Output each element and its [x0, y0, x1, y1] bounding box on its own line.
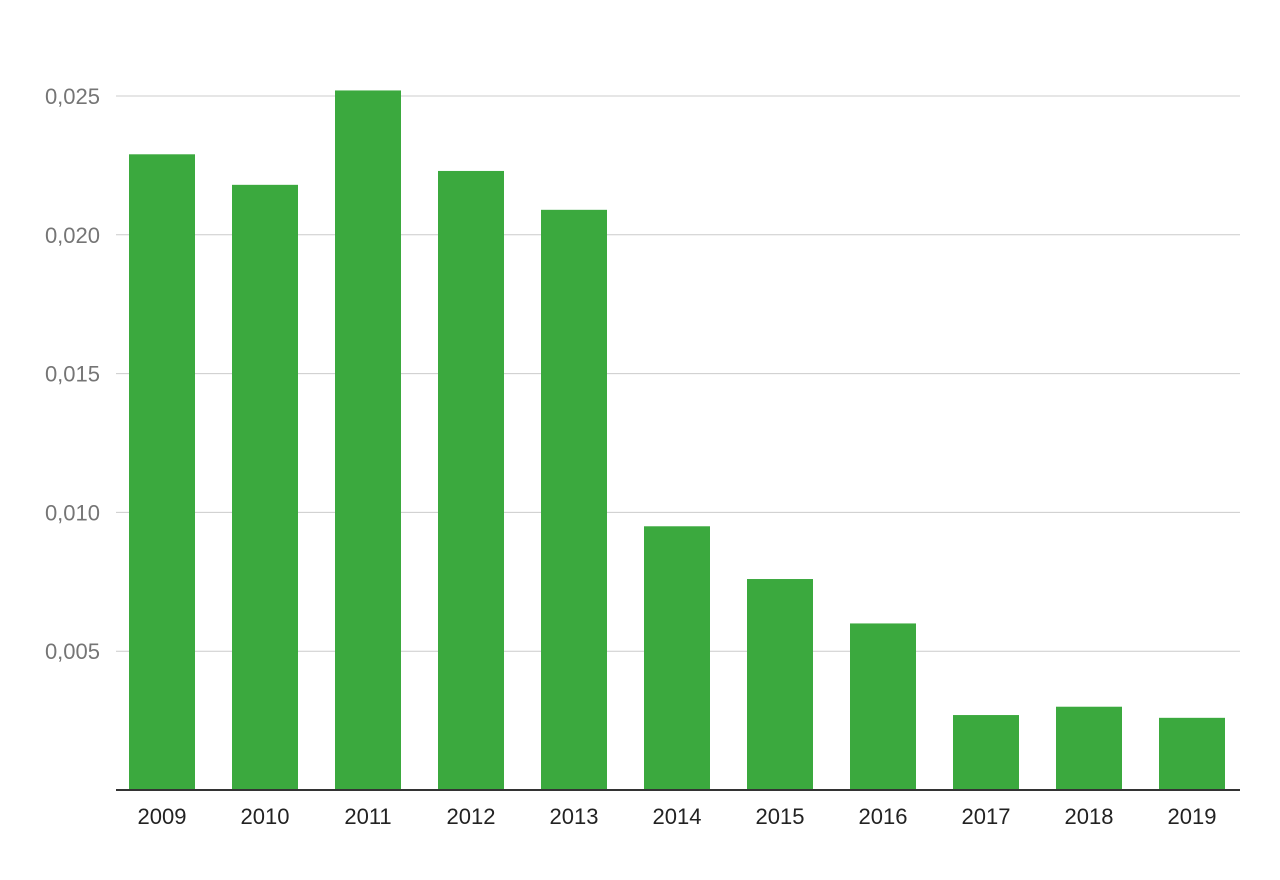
- bar-2010: [232, 184, 298, 790]
- x-tick-label: 2017: [962, 804, 1011, 829]
- bar-2012: [438, 170, 504, 790]
- x-tick-label: 2009: [138, 804, 187, 829]
- bar-2017: [953, 715, 1019, 790]
- bar-2016: [850, 623, 916, 790]
- x-tick-label: 2016: [859, 804, 908, 829]
- x-tick-label: 2012: [447, 804, 496, 829]
- bar-2015: [747, 579, 813, 790]
- bar-2014: [644, 526, 710, 790]
- grid-lines: [116, 95, 1240, 652]
- y-tick-label: 0,010: [45, 500, 100, 525]
- bars: [129, 90, 1225, 791]
- x-tick-label: 2015: [756, 804, 805, 829]
- x-tick-label: 2010: [241, 804, 290, 829]
- bar-2011: [335, 90, 401, 790]
- bar-2019: [1159, 717, 1225, 790]
- bar-2018: [1056, 706, 1122, 790]
- x-tick-label: 2011: [344, 804, 391, 829]
- x-tick-label: 2019: [1168, 804, 1217, 829]
- x-tick-label: 2018: [1065, 804, 1114, 829]
- y-tick-label: 0,005: [45, 639, 100, 664]
- y-axis-ticks: 0,005 0,010 0,015 0,020 0,025: [45, 84, 100, 664]
- y-tick-label: 0,025: [45, 84, 100, 109]
- y-tick-label: 0,015: [45, 362, 100, 387]
- y-tick-label: 0,020: [45, 223, 100, 248]
- bar-2013: [541, 209, 607, 791]
- x-axis-ticks: 2009 2010 2011 2012 2013 2014 2015 2016 2017 2018…: [138, 804, 1217, 829]
- x-tick-label: 2014: [653, 804, 702, 829]
- x-tick-label: 2013: [550, 804, 599, 829]
- bar-2009: [129, 154, 195, 790]
